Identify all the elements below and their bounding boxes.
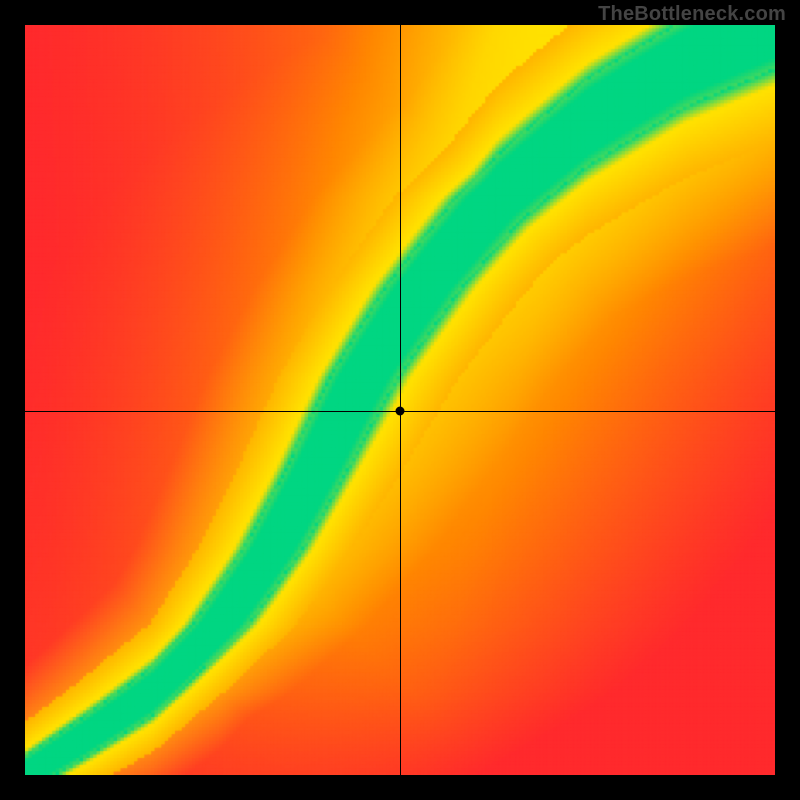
- crosshair-marker: [396, 407, 405, 416]
- chart-container: TheBottleneck.com: [0, 0, 800, 800]
- watermark-text: TheBottleneck.com: [598, 3, 786, 26]
- crosshair-vertical: [400, 25, 401, 775]
- heatmap-plot: [25, 25, 775, 775]
